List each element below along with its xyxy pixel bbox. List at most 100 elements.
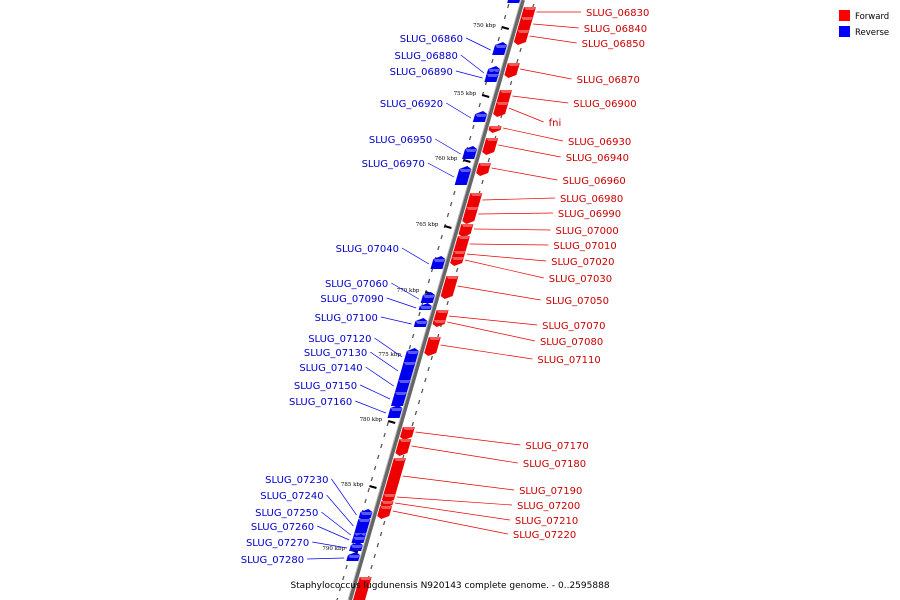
forward-gene-slug_07000: [458, 224, 474, 237]
reverse-gene-label: SLUG_07090: [320, 294, 383, 305]
forward-gene-slug_06850: [513, 30, 530, 45]
reverse-gene-slug_07240: [354, 516, 371, 533]
reverse-gene-label: SLUG_07120: [308, 334, 371, 345]
reverse-gene-slug_07270: [349, 542, 363, 551]
forward-gene-label: SLUG_07190: [519, 486, 582, 497]
kbp-tick-mark: [481, 94, 490, 98]
reverse-gene-slug_06970: [454, 166, 472, 185]
forward-gene-label: fni: [549, 118, 562, 129]
forward-gene-slug_07030: [450, 257, 464, 266]
forward-gene-slug_06930: [488, 126, 502, 133]
forward-gene-slug_07170: [400, 427, 415, 440]
reverse-gene-label: SLUG_07280: [241, 555, 304, 566]
reverse-gene-slug_06920: [472, 111, 488, 122]
reverse-gene-slug_06890: [484, 71, 499, 82]
reverse-gene-slug_07160: [387, 405, 403, 418]
reverse-gene-slug_07120: [403, 348, 419, 363]
forward-gene-label: SLUG_07050: [546, 296, 609, 307]
forward-gene-partial-bottom: [353, 577, 372, 600]
kbp-tick-label: 785 kbp: [341, 482, 364, 488]
forward-gene-label: SLUG_07200: [517, 501, 580, 512]
reverse-gene-label: SLUG_07150: [294, 381, 357, 392]
reverse-gene-partial-top: [507, 0, 520, 3]
reverse-gene-slug_06860: [492, 42, 508, 55]
reverse-gene-label: SLUG_06970: [362, 159, 425, 170]
forward-gene-label: SLUG_07210: [515, 516, 578, 527]
legend: Forward Reverse: [839, 10, 889, 38]
reverse-gene-label: SLUG_07100: [315, 313, 378, 324]
reverse-gene-label: SLUG_06880: [395, 51, 458, 62]
genome-backbone: [348, 0, 525, 600]
forward-gene-label: SLUG_06840: [584, 24, 647, 35]
forward-gene-label: SLUG_07080: [540, 337, 603, 348]
forward-gene-label: SLUG_07110: [537, 355, 600, 366]
legend-forward-swatch: [839, 10, 850, 21]
reverse-gene-slug_07060: [420, 292, 435, 303]
genome-backbone-highlight: [347, 0, 522, 600]
forward-gene-label: SLUG_06850: [582, 39, 645, 50]
reverse-gene-label: SLUG_07250: [255, 508, 318, 519]
legend-forward-label: Forward: [855, 12, 889, 22]
reverse-gene-label: SLUG_07130: [304, 348, 367, 359]
reverse-gene-slug_07140: [394, 377, 411, 392]
forward-gene-slug_06870: [504, 63, 520, 78]
reverse-gene-label: SLUG_06860: [400, 34, 463, 45]
forward-gene-label: SLUG_06870: [577, 75, 640, 86]
kbp-tick-mark: [444, 225, 452, 229]
reverse-gene-label: SLUG_07160: [289, 397, 352, 408]
forward-gene-label: SLUG_06980: [560, 194, 623, 205]
kbp-tick-mark: [369, 485, 377, 489]
reverse-gene-label: SLUG_06890: [390, 67, 453, 78]
forward-gene-slug_07200: [381, 494, 396, 503]
forward-gene-slug_07110: [424, 337, 441, 356]
forward-gene-label: SLUG_07220: [513, 530, 576, 541]
forward-gene-label: SLUG_06940: [566, 153, 629, 164]
reverse-gene-label: SLUG_07140: [299, 363, 362, 374]
reverse-gene-label: SLUG_07230: [265, 475, 328, 486]
reverse-gene-slug_07100: [413, 318, 428, 327]
forward-gene-label: SLUG_07000: [555, 226, 618, 237]
reverse-gene-label: SLUG_07260: [251, 522, 314, 533]
forward-gene-label: SLUG_06900: [573, 99, 636, 110]
gene-features: [346, 0, 536, 600]
kbp-tick-mark: [463, 159, 471, 163]
kbp-tick-label: 770 kbp: [397, 288, 420, 294]
kbp-tick-mark: [501, 26, 510, 30]
forward-gene-label: SLUG_07020: [551, 257, 614, 268]
forward-gene-slug_07080: [432, 320, 446, 327]
kbp-tick-mark: [387, 420, 396, 424]
kbp-tick-label: 780 kbp: [360, 417, 383, 423]
gene-labels: SLUG_06830 SLUG_06840 SLUG_06850 SLUG_06870…: [241, 8, 650, 566]
reverse-gene-slug_07260: [351, 534, 366, 543]
reverse-gene-slug_07130: [398, 359, 416, 380]
forward-gene-label: SLUG_06960: [562, 176, 625, 187]
forward-gene-slug_06940: [482, 138, 499, 155]
reverse-gene-slug_07090: [418, 303, 432, 310]
legend-reverse-label: Reverse: [855, 28, 889, 38]
reverse-gene-label: SLUG_07240: [260, 491, 323, 502]
reverse-gene-slug_07280: [346, 552, 360, 561]
forward-gene-slug_06960: [476, 163, 492, 176]
reverse-gene-label: SLUG_07060: [325, 279, 388, 290]
reverse-gene-slug_07150: [390, 389, 407, 406]
forward-gene-label: SLUG_07180: [523, 459, 586, 470]
forward-gene-slug_07050: [440, 276, 459, 299]
reverse-gene-label: SLUG_07040: [336, 244, 399, 255]
forward-gene-slug_06990: [462, 207, 479, 224]
forward-gene-fni: [493, 102, 509, 117]
genome-caption: Staphylococcus lugdunensis N920143 compl…: [290, 581, 609, 591]
reverse-gene-label: SLUG_06920: [380, 99, 443, 110]
kbp-tick-label: 765 kbp: [416, 222, 439, 228]
forward-gene-label: SLUG_07170: [525, 441, 588, 452]
forward-gene-label: SLUG_06830: [586, 8, 649, 19]
forward-gene-slug_07220: [377, 506, 393, 519]
forward-gene-slug_07180: [395, 439, 412, 456]
kbp-tick-label: 755 kbp: [454, 91, 477, 97]
forward-gene-label: SLUG_07030: [549, 274, 612, 285]
forward-gene-label: SLUG_07070: [542, 321, 605, 332]
reverse-gene-label: SLUG_07270: [246, 538, 309, 549]
kbp-tick-label: 775 kbp: [378, 352, 401, 358]
kbp-tick-label: 760 kbp: [435, 156, 458, 162]
kbp-tick-label: 750 kbp: [473, 23, 496, 29]
